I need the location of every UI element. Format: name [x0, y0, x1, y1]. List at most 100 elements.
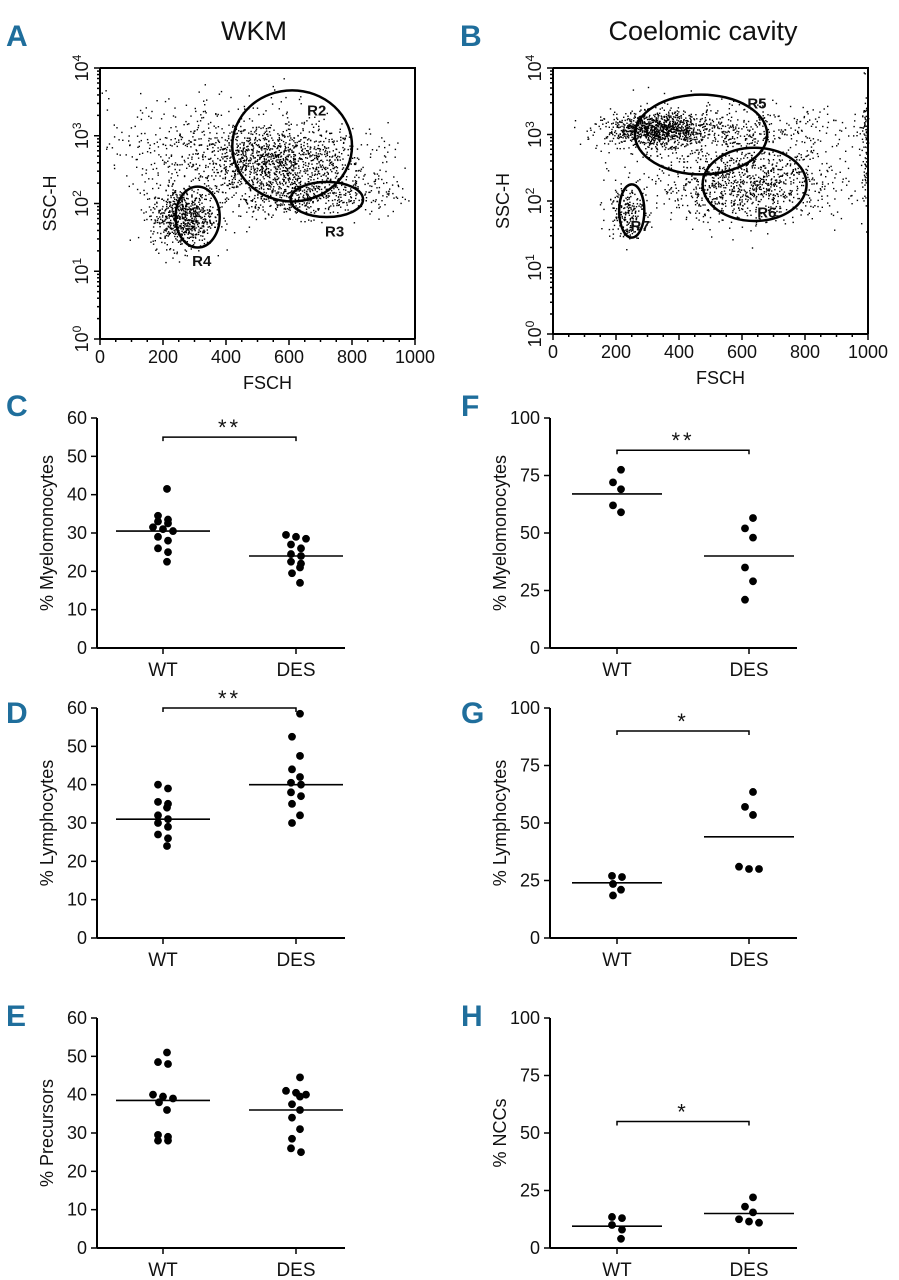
event-dot	[163, 199, 165, 202]
event-dot	[249, 142, 252, 144]
event-dot	[209, 199, 211, 202]
event-dot	[183, 213, 185, 215]
event-dot	[329, 169, 332, 171]
event-dot	[675, 126, 677, 128]
event-dot	[190, 209, 193, 211]
y-tick-base: 10	[72, 61, 92, 81]
event-dot	[653, 137, 656, 139]
event-dot	[747, 120, 750, 123]
event-dot	[336, 140, 338, 142]
event-dot	[262, 113, 265, 115]
event-dot	[615, 121, 617, 123]
event-dot	[210, 222, 212, 224]
event-dot	[311, 159, 314, 162]
event-dot	[834, 198, 836, 200]
event-dot	[166, 227, 168, 229]
event-dot	[315, 185, 318, 187]
event-dot	[285, 113, 288, 115]
event-dot	[250, 171, 252, 174]
event-dot	[311, 174, 314, 176]
event-dot	[722, 194, 724, 197]
event-dot	[697, 141, 700, 143]
event-dot	[763, 158, 765, 160]
event-dot	[203, 210, 205, 213]
event-dot	[325, 131, 327, 133]
event-dot	[234, 176, 236, 178]
event-dot	[284, 161, 287, 163]
event-dot	[345, 179, 347, 181]
event-dot	[168, 181, 170, 183]
event-dot	[628, 125, 631, 127]
event-dot	[328, 206, 331, 208]
event-dot	[790, 183, 792, 185]
event-dot	[164, 235, 166, 237]
event-dot	[740, 167, 742, 169]
event-dot	[296, 180, 298, 182]
y-tick-exponent: 2	[70, 190, 84, 197]
event-dot	[191, 195, 193, 197]
event-dot	[728, 154, 730, 157]
event-dot	[198, 213, 200, 215]
event-dot	[827, 121, 830, 124]
event-dot	[325, 175, 327, 177]
event-dot	[216, 171, 219, 174]
event-dot	[217, 150, 219, 152]
event-dot	[146, 138, 149, 141]
gate-label-r4: R4	[192, 253, 212, 270]
event-dot	[261, 161, 263, 164]
event-dot	[643, 173, 645, 175]
event-dot	[691, 127, 693, 130]
event-dot	[702, 126, 704, 129]
event-dot	[758, 122, 760, 124]
event-dot	[655, 126, 657, 128]
event-dot	[773, 171, 775, 174]
event-dot	[738, 184, 741, 186]
event-dot	[172, 214, 174, 217]
event-dot	[770, 123, 773, 125]
event-dot	[714, 185, 716, 187]
event-dot	[661, 146, 664, 148]
event-dot	[751, 136, 753, 138]
event-dot	[772, 151, 774, 153]
event-dot	[255, 130, 257, 132]
event-dot	[334, 185, 337, 187]
event-dot	[396, 181, 398, 183]
event-dot	[689, 117, 691, 119]
event-dot	[355, 182, 358, 185]
event-dot	[261, 170, 264, 172]
event-dot	[307, 197, 309, 199]
event-dot	[655, 146, 657, 148]
event-dot	[314, 157, 316, 160]
event-dot	[161, 208, 163, 210]
event-dot	[187, 228, 189, 231]
event-dot	[381, 137, 383, 139]
event-dot	[627, 118, 629, 120]
event-dot	[332, 150, 334, 152]
event-dot	[693, 119, 696, 121]
event-dot	[685, 216, 688, 219]
event-dot	[236, 185, 238, 187]
event-dot	[246, 149, 248, 152]
event-dot	[595, 123, 597, 125]
event-dot	[128, 185, 130, 188]
event-dot	[150, 236, 152, 239]
event-dot	[650, 130, 652, 132]
event-dot	[242, 150, 244, 152]
event-dot	[246, 146, 248, 148]
event-dot	[709, 187, 711, 189]
event-dot	[319, 186, 321, 188]
event-dot	[264, 217, 267, 220]
event-dot	[316, 155, 318, 157]
event-dot	[179, 164, 181, 166]
event-dot	[201, 227, 203, 229]
event-dot	[641, 142, 644, 144]
event-dot	[313, 219, 315, 221]
event-dot	[348, 199, 350, 201]
event-dot	[687, 124, 689, 127]
event-dot	[747, 129, 749, 131]
event-dot	[644, 128, 646, 130]
event-dot	[293, 169, 295, 171]
event-dot	[269, 126, 271, 129]
event-dot	[315, 167, 317, 170]
event-dot	[147, 198, 149, 200]
